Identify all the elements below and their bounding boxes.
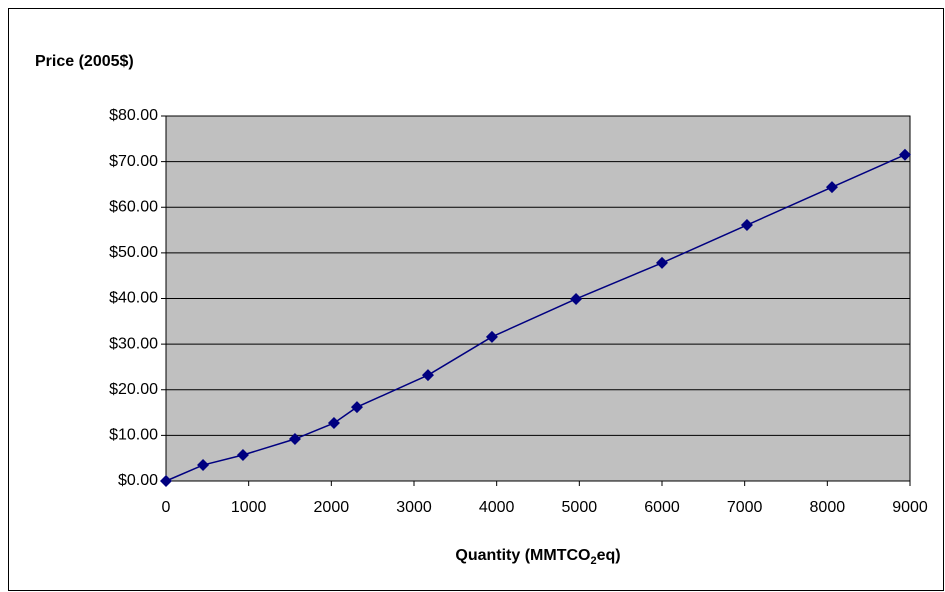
x-axis-title-subscript: 2 — [590, 555, 596, 567]
data-marker — [825, 181, 838, 194]
data-marker — [570, 292, 583, 305]
data-marker — [740, 219, 753, 232]
y-tick-label: $0.00 — [118, 472, 158, 489]
y-tick-label: $40.00 — [109, 290, 158, 307]
data-marker — [898, 148, 911, 161]
plot-border — [165, 115, 911, 482]
y-tick-label: $50.00 — [109, 244, 158, 261]
y-tick-label: $70.00 — [109, 153, 158, 170]
x-tick-label: 8000 — [810, 499, 846, 516]
x-axis-title: Quantity (MMTCO2eq) — [455, 547, 620, 567]
y-tick-label: $20.00 — [109, 381, 158, 398]
x-tick-label: 2000 — [314, 499, 350, 516]
data-marker — [350, 401, 363, 414]
x-tick-label: 1000 — [231, 499, 267, 516]
y-tick-label: $10.00 — [109, 427, 158, 444]
y-axis-title: Price (2005$) — [35, 53, 134, 70]
x-tick-label: 5000 — [562, 499, 598, 516]
data-marker — [656, 256, 668, 269]
y-tick-label: $60.00 — [109, 198, 158, 215]
x-tick-label: 6000 — [644, 499, 680, 516]
data-marker — [485, 330, 498, 343]
x-tick-label: 9000 — [892, 499, 928, 516]
data-marker — [160, 475, 172, 487]
data-marker — [197, 459, 210, 472]
data-marker — [327, 417, 340, 430]
y-tick-label: $80.00 — [109, 107, 158, 124]
x-axis-title-part: eq) — [597, 547, 621, 564]
x-tick-label: 4000 — [479, 499, 515, 516]
x-tick-label: 3000 — [396, 499, 432, 516]
data-marker — [288, 433, 301, 446]
x-axis-title-part: Quantity (MMTCO — [455, 547, 590, 564]
y-tick-label: $30.00 — [109, 335, 158, 352]
data-marker — [236, 448, 249, 461]
x-tick-label: 0 — [162, 499, 171, 516]
x-tick-label: 7000 — [727, 499, 763, 516]
data-marker — [421, 369, 434, 382]
